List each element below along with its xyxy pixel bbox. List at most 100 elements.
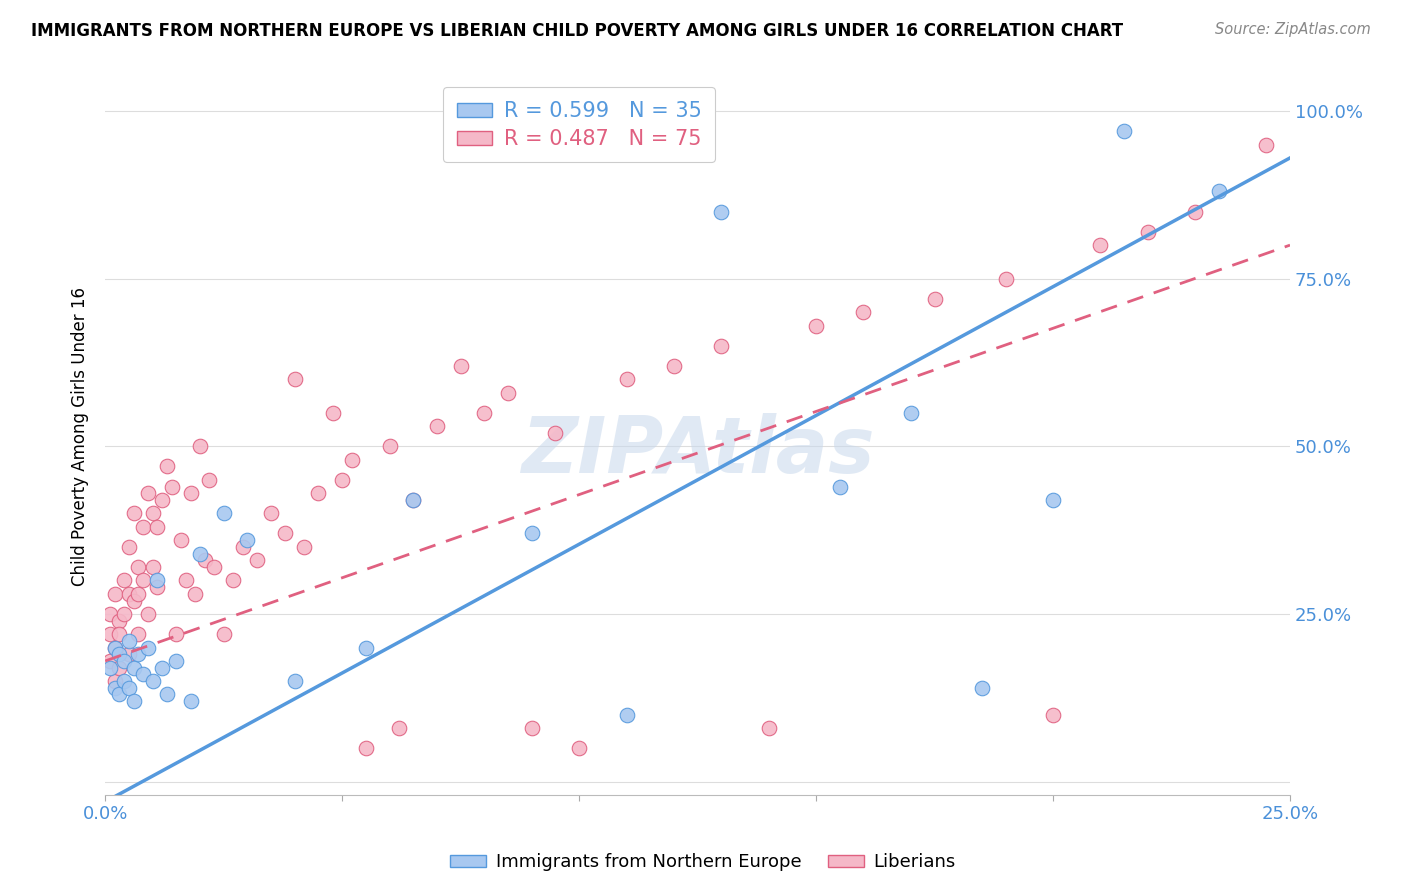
Point [426, 419, 449, 434]
Point [1184, 204, 1206, 219]
Point [165, 654, 187, 668]
Point [104, 640, 127, 655]
Point [292, 540, 315, 554]
Point [970, 681, 993, 695]
Point [1114, 124, 1136, 138]
Point [127, 587, 149, 601]
Point [340, 452, 363, 467]
Point [122, 507, 145, 521]
Point [127, 647, 149, 661]
Point [174, 574, 197, 588]
Point [136, 640, 159, 655]
Point [212, 507, 235, 521]
Point [1090, 238, 1112, 252]
Point [118, 633, 141, 648]
Point [122, 660, 145, 674]
Point [354, 741, 377, 756]
Point [202, 560, 225, 574]
Point [828, 479, 851, 493]
Point [118, 681, 141, 695]
Point [758, 721, 780, 735]
Point [246, 553, 269, 567]
Point [544, 425, 567, 440]
Point [170, 533, 193, 548]
Point [150, 660, 173, 674]
Point [104, 674, 127, 689]
Point [146, 580, 169, 594]
Point [852, 305, 875, 319]
Point [568, 741, 591, 756]
Point [496, 385, 519, 400]
Point [127, 627, 149, 641]
Point [662, 359, 685, 373]
Point [236, 533, 259, 548]
Point [184, 587, 207, 601]
Point [98, 654, 121, 668]
Point [98, 627, 121, 641]
Point [132, 574, 155, 588]
Point [165, 627, 187, 641]
Text: IMMIGRANTS FROM NORTHERN EUROPE VS LIBERIAN CHILD POVERTY AMONG GIRLS UNDER 16 C: IMMIGRANTS FROM NORTHERN EUROPE VS LIBER… [31, 22, 1123, 40]
Point [212, 627, 235, 641]
Point [132, 667, 155, 681]
Point [156, 688, 179, 702]
Point [98, 660, 121, 674]
Point [378, 439, 401, 453]
Point [142, 560, 165, 574]
Point [710, 204, 733, 219]
Point [260, 507, 283, 521]
Point [450, 359, 472, 373]
Point [284, 674, 307, 689]
Text: Source: ZipAtlas.com: Source: ZipAtlas.com [1215, 22, 1371, 37]
Point [194, 553, 217, 567]
Point [900, 406, 922, 420]
Point [402, 492, 425, 507]
Point [388, 721, 411, 735]
Point [616, 707, 638, 722]
Point [108, 647, 131, 661]
Point [112, 607, 135, 621]
Point [104, 587, 127, 601]
Point [112, 574, 135, 588]
Point [112, 654, 135, 668]
Point [354, 640, 377, 655]
Point [402, 492, 425, 507]
Point [804, 318, 827, 333]
Point [160, 479, 183, 493]
Point [188, 439, 211, 453]
Point [118, 647, 141, 661]
Point [1042, 707, 1064, 722]
Point [146, 520, 169, 534]
Point [142, 507, 165, 521]
Point [150, 492, 173, 507]
Point [118, 587, 141, 601]
Point [1208, 185, 1230, 199]
Point [616, 372, 638, 386]
Point [232, 540, 254, 554]
Point [710, 339, 733, 353]
Point [1042, 492, 1064, 507]
Point [330, 473, 353, 487]
Point [1136, 225, 1159, 239]
Y-axis label: Child Poverty Among Girls Under 16: Child Poverty Among Girls Under 16 [72, 286, 89, 586]
Point [122, 593, 145, 607]
Point [98, 607, 121, 621]
Legend: R = 0.599   N = 35, R = 0.487   N = 75: R = 0.599 N = 35, R = 0.487 N = 75 [443, 87, 716, 162]
Point [284, 372, 307, 386]
Point [108, 627, 131, 641]
Point [994, 271, 1017, 285]
Point [108, 660, 131, 674]
Point [142, 674, 165, 689]
Point [520, 526, 543, 541]
Point [136, 486, 159, 500]
Point [146, 574, 169, 588]
Point [1256, 137, 1278, 152]
Point [322, 406, 344, 420]
Point [180, 486, 202, 500]
Point [104, 681, 127, 695]
Legend: Immigrants from Northern Europe, Liberians: Immigrants from Northern Europe, Liberia… [443, 847, 963, 879]
Point [180, 694, 202, 708]
Point [118, 540, 141, 554]
Point [188, 547, 211, 561]
Text: ZIPAtlas: ZIPAtlas [520, 413, 875, 489]
